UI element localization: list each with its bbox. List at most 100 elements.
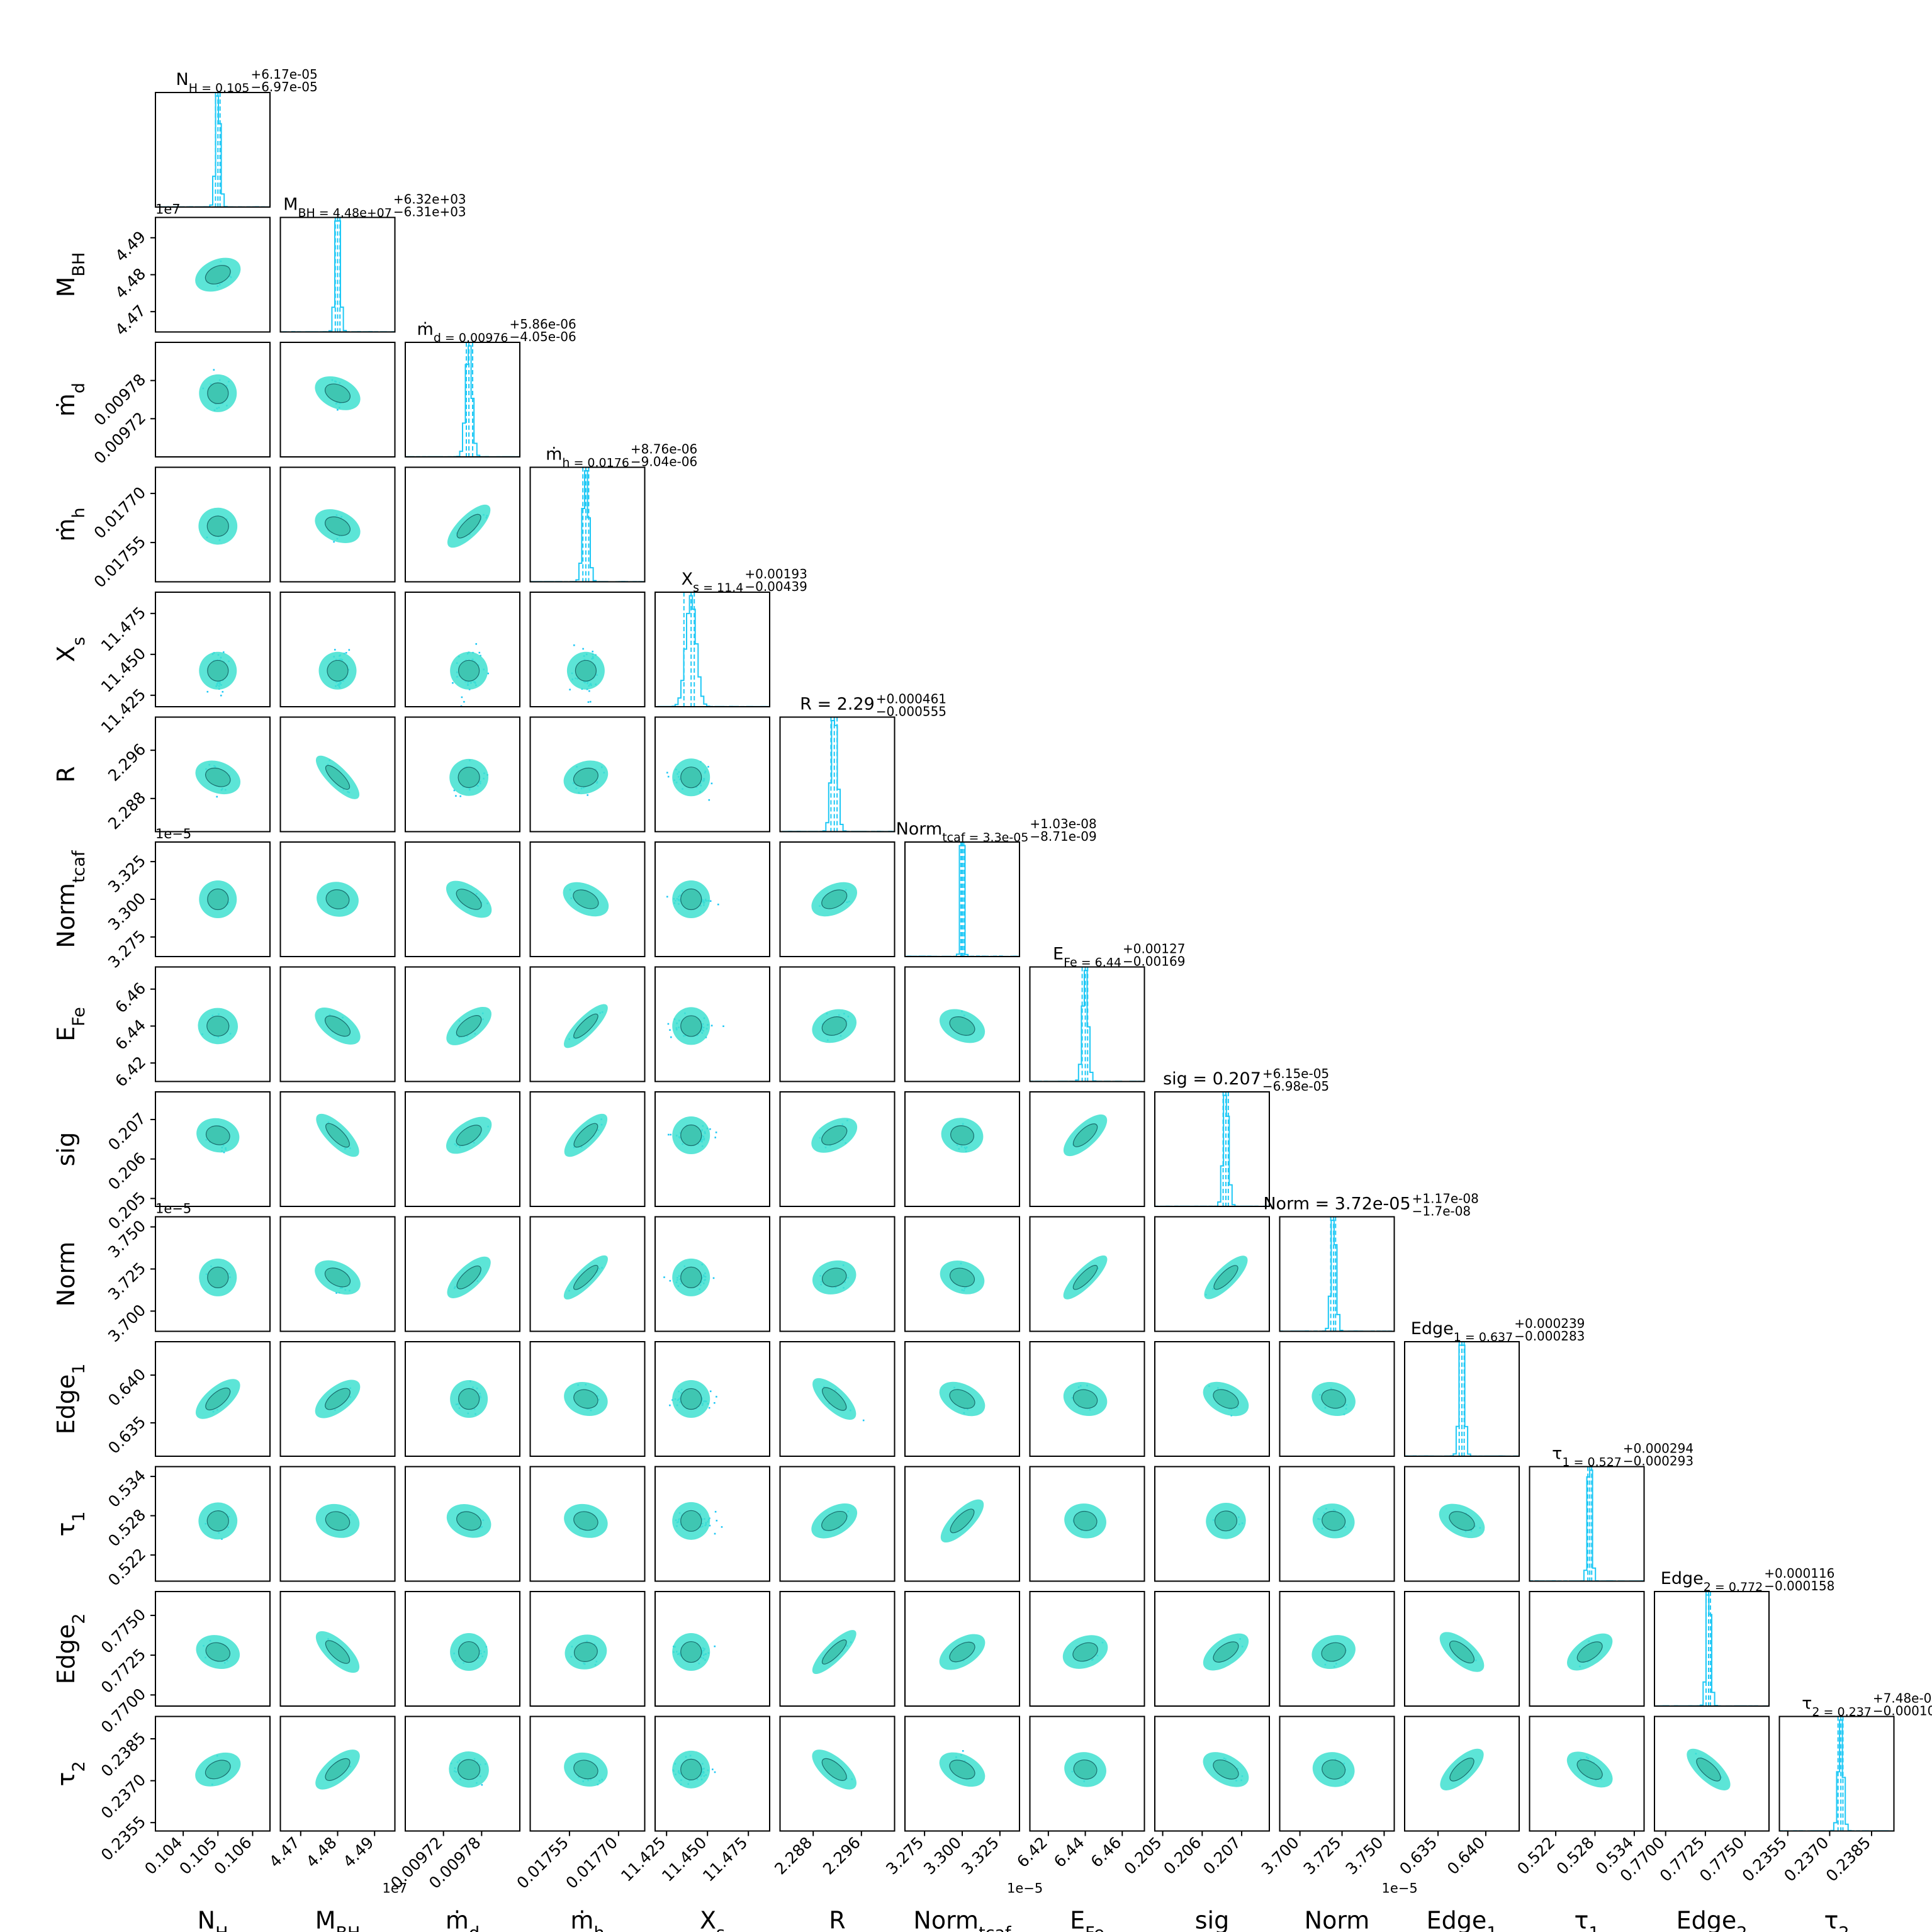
panel-frame-9-1 bbox=[279, 1216, 396, 1332]
contour-line-10-2 bbox=[458, 1388, 480, 1410]
contour-line-8-1 bbox=[325, 1123, 350, 1148]
panel-11-6 bbox=[904, 1466, 1020, 1582]
xtick-label-0-0: 0.104 bbox=[141, 1833, 186, 1878]
contour-line-9-7 bbox=[1072, 1265, 1098, 1290]
contour-line-7-6 bbox=[949, 1016, 975, 1036]
panel-11-4 bbox=[654, 1466, 770, 1582]
ytick-label-7-2: 6.46 bbox=[111, 979, 149, 1016]
contour-line-10-8 bbox=[1213, 1389, 1239, 1409]
panel-8-7 bbox=[1029, 1091, 1145, 1207]
panel-13-13: τ2 = 0.237+7.48e-05−0.0001010.23550.2370… bbox=[1739, 1691, 1932, 1885]
histogram-13 bbox=[1778, 1719, 1895, 1832]
ytick-label-11-2: 0.534 bbox=[104, 1466, 149, 1511]
panel-frame-7-4 bbox=[654, 966, 770, 1082]
ytick-label-5-1: 2.296 bbox=[104, 740, 149, 785]
title-err-up-11: +0.000294 bbox=[1623, 1441, 1693, 1456]
panel-9-1 bbox=[279, 1216, 396, 1332]
panel-frame-11-7 bbox=[1029, 1466, 1145, 1582]
contour-line-9-5 bbox=[821, 1267, 847, 1288]
contour-line-13-10 bbox=[1449, 1758, 1474, 1782]
panel-frame-8-5 bbox=[779, 1091, 896, 1207]
histogram-2 bbox=[405, 345, 520, 458]
title-11: τ1 = 0.527 bbox=[1552, 1444, 1622, 1469]
panel-2-2: ṁd = 0.00976+5.86e-06−4.05e-06 bbox=[405, 317, 576, 458]
panel-frame-6-4 bbox=[654, 841, 770, 957]
ylabel-6: Normtcaf bbox=[52, 850, 89, 948]
ytick-label-4-0: 11.425 bbox=[98, 685, 149, 737]
contour-line-11-0 bbox=[206, 1510, 229, 1532]
panel-12-10 bbox=[1404, 1591, 1520, 1707]
ytick-label-5-0: 2.288 bbox=[104, 789, 149, 833]
title-err-up-13: +7.48e-05 bbox=[1873, 1691, 1932, 1706]
panel-7-7: EFe = 6.44+0.00127−0.00169 bbox=[1029, 941, 1185, 1082]
xtick-label-6-0: 3.275 bbox=[882, 1833, 927, 1878]
x-offset-6: 1e−5 bbox=[1007, 1881, 1043, 1896]
contour-line-9-3 bbox=[573, 1264, 598, 1290]
panel-frame-7-6 bbox=[904, 966, 1020, 1082]
panel-frame-7-7 bbox=[1029, 966, 1145, 1082]
panel-frame-13-9 bbox=[1279, 1716, 1395, 1832]
panel-frame-11-4 bbox=[654, 1466, 770, 1582]
panel-8-4 bbox=[654, 1091, 770, 1207]
panel-12-9 bbox=[1279, 1591, 1395, 1707]
contour-line-13-1 bbox=[325, 1758, 351, 1781]
ylabel-10: Edge1 bbox=[52, 1364, 89, 1435]
panel-8-6 bbox=[904, 1091, 1020, 1207]
panel-12-7 bbox=[1029, 1591, 1145, 1707]
contour-line-12-2 bbox=[458, 1641, 480, 1663]
ylabel-2: ṁd bbox=[52, 383, 89, 417]
panel-frame-10-8 bbox=[1154, 1341, 1270, 1457]
panel-frame-12-11 bbox=[1529, 1591, 1645, 1707]
title-err-up-10: +0.000239 bbox=[1514, 1316, 1585, 1331]
panel-7-3 bbox=[529, 966, 646, 1082]
panel-frame-12-12 bbox=[1654, 1591, 1770, 1707]
contour-line-11-8 bbox=[1214, 1510, 1238, 1532]
panel-frame-12-4 bbox=[654, 1591, 770, 1707]
panel-9-5 bbox=[779, 1216, 896, 1332]
panel-7-5 bbox=[779, 966, 896, 1082]
contour-line-3-2 bbox=[456, 514, 481, 539]
panel-8-2 bbox=[405, 1091, 520, 1207]
contour-line-9-4 bbox=[680, 1266, 702, 1288]
contour-line-3-1 bbox=[325, 516, 351, 536]
contour-line-8-3 bbox=[573, 1123, 598, 1148]
contour-line-9-2 bbox=[456, 1266, 481, 1289]
xlabel-0: NH bbox=[198, 1907, 228, 1932]
panel-frame-1-1 bbox=[279, 216, 396, 333]
panel-6-3 bbox=[529, 841, 646, 957]
panel-frame-3-1 bbox=[279, 466, 396, 583]
panel-9-6 bbox=[904, 1216, 1020, 1332]
contour-line-8-6 bbox=[950, 1125, 974, 1145]
panel-frame-11-6 bbox=[904, 1466, 1020, 1582]
xtick-label-5-1: 2.296 bbox=[819, 1833, 864, 1878]
xtick-label-0-2: 0.106 bbox=[211, 1833, 256, 1878]
panel-11-1 bbox=[279, 1466, 396, 1582]
contour-line-5-3 bbox=[573, 767, 598, 787]
panel-frame-8-4 bbox=[654, 1091, 770, 1207]
contour-line-5-1 bbox=[325, 765, 351, 790]
contour-line-11-7 bbox=[1073, 1510, 1098, 1531]
title-err-up-5: +0.000461 bbox=[876, 692, 946, 707]
contour-line-4-1 bbox=[327, 660, 349, 682]
title-3: ṁh = 0.0176 bbox=[546, 445, 629, 470]
panel-frame-13-5 bbox=[779, 1716, 896, 1832]
panel-frame-11-0 bbox=[155, 1466, 271, 1582]
panel-frame-5-2 bbox=[405, 716, 520, 833]
panel-7-2 bbox=[405, 966, 520, 1082]
ytick-label-1-2: 4.49 bbox=[111, 228, 149, 266]
panel-frame-10-4 bbox=[654, 1341, 770, 1457]
panel-13-7: 6.426.446.46 bbox=[1013, 1716, 1145, 1871]
panel-frame-13-3 bbox=[529, 1716, 646, 1832]
xtick-label-7-1: 6.44 bbox=[1050, 1833, 1088, 1871]
panel-frame-12-5 bbox=[779, 1591, 896, 1707]
contour-line-13-3 bbox=[573, 1760, 598, 1780]
ytick-label-1-1: 4.48 bbox=[111, 264, 149, 302]
y-offset-9: 1e−5 bbox=[155, 1201, 191, 1216]
xlabel-6: Normtcaf bbox=[913, 1907, 1012, 1932]
contour-line-11-5 bbox=[821, 1510, 848, 1531]
contour-line-11-2 bbox=[456, 1511, 482, 1531]
